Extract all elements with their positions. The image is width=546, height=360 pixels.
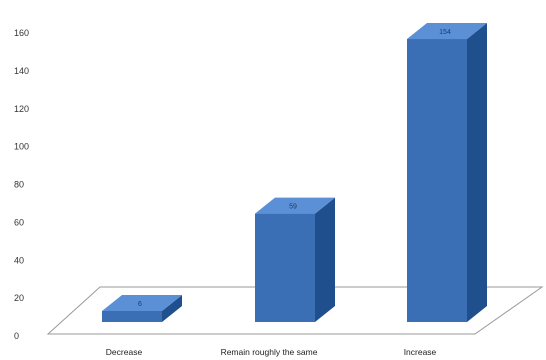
data-label: 6: [138, 301, 142, 308]
bar-front: [102, 310, 162, 322]
bar: 59: [255, 197, 335, 322]
data-label: 59: [289, 204, 297, 211]
y-tick-label: 60: [14, 217, 24, 227]
x-category-label: Remain roughly the same: [221, 347, 318, 357]
y-tick-label: 160: [14, 28, 29, 38]
bar-top: [255, 197, 335, 214]
bar-front: [255, 213, 315, 322]
bar-top: [407, 23, 487, 40]
y-tick-label: 0: [14, 331, 19, 341]
y-tick-label: 140: [14, 66, 29, 76]
y-tick-label: 20: [14, 293, 24, 303]
y-tick-label: 120: [14, 104, 29, 114]
bar-front: [407, 39, 467, 323]
bar-side: [162, 294, 182, 322]
x-category-label: Decrease: [106, 347, 143, 357]
y-tick-label: 100: [14, 142, 29, 152]
y-tick-label: 80: [14, 180, 24, 190]
y-tick-label: 40: [14, 255, 24, 265]
x-category-label: Increase: [404, 347, 437, 357]
bar: 154: [407, 23, 487, 323]
bar-top: [102, 294, 182, 311]
data-label: 154: [439, 29, 451, 36]
bar-side: [315, 197, 335, 322]
bar: 6: [102, 294, 182, 322]
bar-side: [467, 23, 487, 323]
